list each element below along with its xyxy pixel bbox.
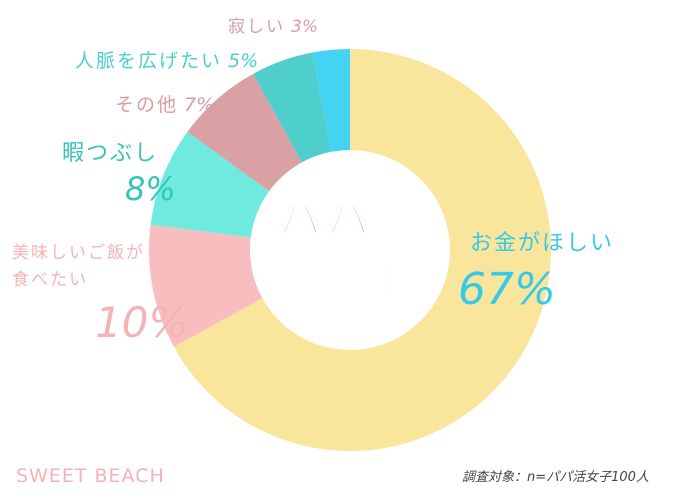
label-row: 人脈を広げたい 5%	[75, 46, 258, 73]
category-label: 寂しい	[228, 17, 285, 37]
slice	[312, 49, 350, 152]
category-label: お金がほしい	[470, 231, 615, 256]
value-label: 5%	[228, 50, 259, 72]
category-label: 人脈を広げたい	[75, 50, 223, 72]
value-label: 8%	[125, 170, 176, 208]
slice	[150, 131, 270, 238]
category-label: 美味しいご飯が 食べたい	[12, 243, 145, 291]
value-label: 3%	[291, 17, 318, 37]
value-label: 10%	[95, 298, 189, 347]
note: 調査対象：n=パパ活女子100人	[462, 470, 649, 485]
slice	[148, 224, 263, 347]
label-row: 寂しい 3%	[228, 12, 318, 37]
brand: SWEET BEACH	[16, 465, 165, 487]
slice	[173, 49, 552, 451]
slice	[253, 52, 332, 163]
label-row: その他 7%	[115, 90, 214, 117]
center-text: 理由	[302, 252, 398, 303]
value-label: 67%	[458, 264, 556, 315]
slice	[187, 73, 302, 192]
category-label: 暇つぶし	[62, 141, 159, 166]
value-label: 7%	[184, 94, 215, 116]
category-label: その他	[115, 94, 179, 116]
center-text: パパ活	[278, 194, 422, 245]
